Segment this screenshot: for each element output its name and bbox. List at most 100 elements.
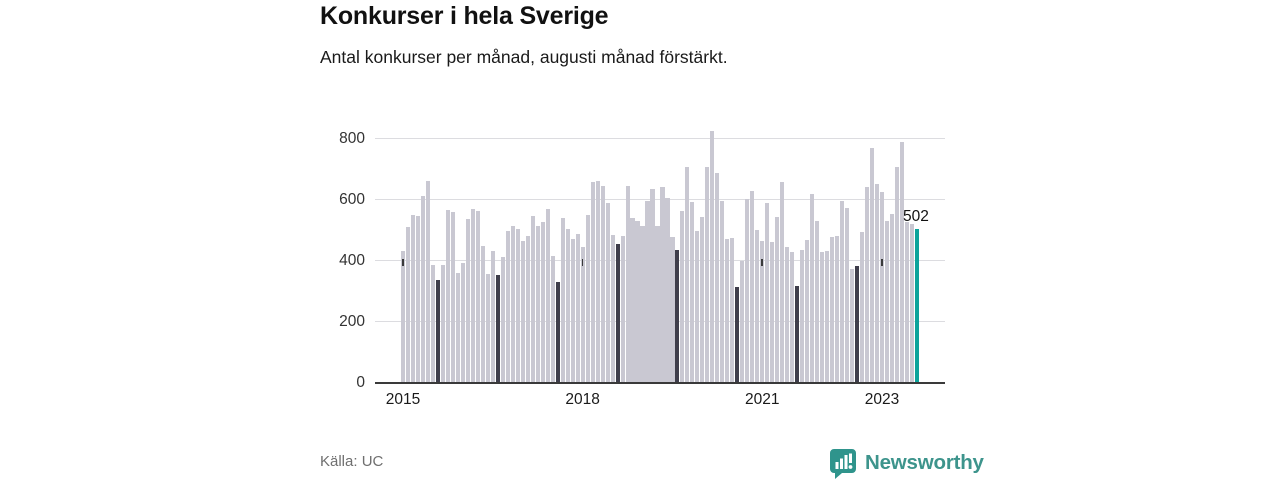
- bar-2021-02: [765, 203, 770, 382]
- bar-2020-01: [700, 216, 705, 382]
- bar-2016-01: [460, 263, 465, 382]
- y-tick-label-0: 0: [356, 374, 365, 391]
- bar-2022-07: [850, 268, 855, 382]
- y-tick-label-800: 800: [339, 130, 365, 147]
- bar-2017-03: [530, 215, 535, 382]
- page-title: Konkurser i hela Sverige: [320, 2, 609, 30]
- bar-2019-06: [665, 198, 670, 382]
- bar-2016-04: [475, 211, 480, 382]
- x-tick-2018: [581, 259, 584, 266]
- x-tick-label-2018: 2018: [565, 391, 600, 408]
- y-tick-label-200: 200: [339, 313, 365, 330]
- bar-2019-01: [640, 226, 645, 382]
- bar-2016-07: [490, 250, 495, 382]
- newsworthy-logo-text: Newsworthy: [865, 451, 984, 474]
- bar-2018-06: [605, 203, 610, 382]
- bar-2023-08: [914, 228, 919, 382]
- bar-2018-04: [595, 180, 600, 382]
- bar-2019-05: [660, 187, 665, 382]
- bar-2017-10: [565, 228, 570, 382]
- bar-2019-09: [680, 211, 685, 382]
- bar-2022-03: [830, 236, 835, 382]
- bar-2021-10: [805, 239, 810, 382]
- bar-2022-05: [840, 200, 845, 382]
- bar-2020-11: [750, 190, 755, 382]
- bar-2023-05: [899, 142, 905, 382]
- bar-2020-02: [705, 167, 710, 382]
- bar-2022-09: [860, 232, 865, 382]
- bar-2021-07: [790, 251, 795, 382]
- bar-2015-11: [450, 211, 455, 382]
- bar-2016-12: [515, 228, 520, 382]
- bar-2019-10: [685, 166, 690, 382]
- bar-2021-04: [775, 216, 780, 382]
- bar-2016-10: [505, 230, 510, 382]
- bar-2017-04: [535, 225, 540, 382]
- bar-2019-07: [670, 237, 675, 382]
- bar-2022-12: [875, 184, 880, 382]
- gridline-600: [375, 199, 945, 200]
- bar-2019-12: [695, 230, 700, 382]
- bar-2022-02: [825, 251, 830, 382]
- bar-2018-02: [585, 214, 590, 382]
- bar-2016-03: [470, 209, 475, 382]
- bar-2017-05: [540, 222, 545, 382]
- bar-2023-06: [904, 222, 910, 382]
- newsworthy-logo: Newsworthy: [829, 447, 984, 479]
- bar-2021-09: [800, 249, 805, 382]
- bar-2017-07: [550, 255, 555, 382]
- bar-2022-01: [820, 252, 825, 382]
- bar-2019-08: [675, 249, 680, 382]
- bar-2021-12: [815, 221, 820, 382]
- x-tick-label-2023: 2023: [864, 391, 900, 408]
- bar-2016-02: [465, 219, 470, 382]
- bar-2015-07: [430, 264, 435, 382]
- bar-2021-11: [810, 194, 815, 382]
- bar-2016-08: [495, 274, 500, 382]
- bar-2015-08: [435, 280, 440, 382]
- bar-2017-09: [560, 217, 565, 382]
- plot-area: [375, 125, 945, 384]
- gridline-400: [375, 260, 945, 261]
- bar-2019-03: [650, 188, 655, 382]
- bar-2016-11: [510, 226, 515, 382]
- bar-2022-04: [835, 235, 840, 382]
- bar-2023-01: [879, 192, 885, 382]
- bar-2018-08: [615, 244, 620, 382]
- x-tick-2023: [881, 259, 883, 266]
- bar-2018-12: [635, 220, 640, 382]
- gridline-200: [375, 321, 945, 322]
- gridline-800: [375, 138, 945, 139]
- bar-2016-06: [485, 274, 490, 382]
- bar-2015-12: [455, 273, 460, 382]
- bar-2020-03: [710, 130, 715, 382]
- bar-2015-06: [425, 181, 430, 382]
- bar-2020-05: [720, 200, 725, 382]
- bar-2019-11: [690, 202, 695, 382]
- x-tick-label-2021: 2021: [745, 391, 780, 408]
- bar-2020-08: [735, 286, 740, 382]
- bar-2021-06: [785, 247, 790, 382]
- bar-2022-06: [845, 207, 850, 382]
- bar-2017-06: [545, 209, 550, 382]
- x-axis-line: [375, 382, 945, 384]
- latest-value-label: 502: [903, 207, 929, 225]
- bar-2017-11: [570, 238, 575, 382]
- bar-2023-04: [894, 167, 900, 382]
- bar-2017-08: [555, 282, 560, 382]
- bar-2015-10: [445, 209, 450, 382]
- bar-2020-09: [740, 261, 745, 382]
- bar-2020-07: [730, 238, 735, 382]
- x-tick-2015: [402, 259, 404, 266]
- bar-2015-03: [410, 214, 416, 382]
- bar-2023-07: [909, 224, 915, 382]
- bar-2021-05: [780, 182, 785, 382]
- bar-2015-01: [400, 250, 406, 382]
- bar-2022-10: [865, 187, 870, 382]
- bar-2019-02: [645, 200, 650, 382]
- bar-2018-05: [600, 185, 605, 382]
- bar-2015-05: [420, 196, 425, 382]
- bar-2021-03: [770, 242, 775, 382]
- bar-2015-04: [415, 216, 420, 382]
